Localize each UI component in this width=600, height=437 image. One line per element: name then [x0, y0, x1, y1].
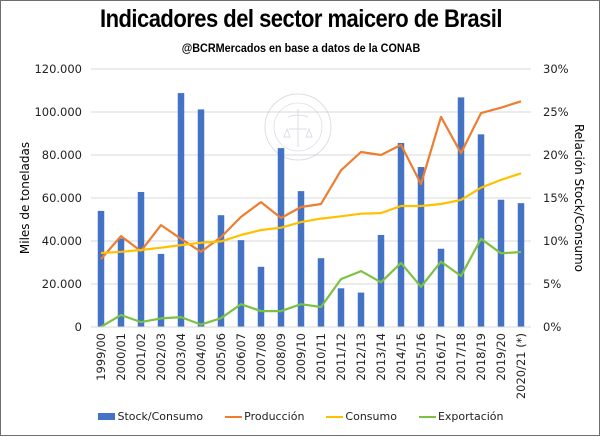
y-axis-left-label: Miles de toneladas — [18, 142, 32, 254]
y-tick-label-right: 30% — [543, 62, 569, 76]
bar-stock-consumo — [178, 93, 185, 327]
legend-label: Exportación — [438, 410, 504, 423]
watermark-seal — [265, 94, 331, 160]
y-axis-left: 0 20.000 40.000 60.000 80.000 100.000 120.000 — [34, 62, 82, 334]
y-axis-right: 0% 5% 10% 15% 20% 25% 30% — [543, 62, 569, 334]
x-tick-label: 2010/11 — [314, 333, 328, 381]
bar-stock-consumo — [278, 148, 285, 327]
legend-item-exportacion[interactable]: Exportación — [419, 410, 504, 423]
x-axis: 1999/00 2000/01 2001/02 2002/03 2003/04 2004/… — [91, 327, 531, 399]
x-tick-label: 2003/04 — [174, 333, 188, 381]
legend-swatch-stock-consumo — [98, 413, 115, 420]
y-tick-label-right: 10% — [543, 234, 569, 248]
bar-series-stock-consumo — [98, 93, 525, 327]
bar-stock-consumo — [138, 192, 145, 327]
bar-stock-consumo — [298, 191, 305, 327]
y-tick-label-left: 100.000 — [34, 105, 82, 119]
y-tick-label-right: 25% — [543, 105, 569, 119]
x-tick-label: 2007/08 — [254, 333, 268, 381]
legend-swatch-consumo — [326, 416, 343, 418]
legend-label: Producción — [244, 410, 304, 423]
bar-stock-consumo — [458, 97, 465, 327]
x-tick-label: 2011/12 — [334, 333, 348, 381]
x-tick-label: 2014/15 — [394, 333, 408, 381]
x-tick-label: 2006/07 — [234, 333, 248, 381]
bar-stock-consumo — [498, 200, 505, 327]
legend-item-consumo[interactable]: Consumo — [326, 410, 397, 423]
bar-stock-consumo — [318, 258, 325, 327]
legend-swatch-exportacion — [419, 416, 436, 418]
x-tick-label: 2012/13 — [354, 333, 368, 381]
bar-stock-consumo — [418, 167, 425, 327]
x-tick-label: 2000/01 — [114, 333, 128, 381]
x-tick-label: 2019/20 — [494, 333, 508, 381]
legend-item-produccion[interactable]: Producción — [225, 410, 304, 423]
x-tick-label: 2005/06 — [214, 333, 228, 381]
bar-stock-consumo — [98, 211, 105, 327]
x-tick-label: 2016/17 — [434, 333, 448, 381]
y-axis-right-label: Relación Stock/Consumo — [572, 124, 586, 272]
bar-stock-consumo — [238, 240, 245, 327]
legend-label: Stock/Consumo — [117, 410, 203, 423]
y-tick-label-right: 20% — [543, 148, 569, 162]
y-tick-label-right: 0% — [543, 320, 561, 334]
legend-item-stock-consumo[interactable]: Stock/Consumo — [98, 410, 203, 423]
bar-stock-consumo — [258, 267, 265, 327]
watermark-caduceus-icon — [284, 109, 312, 147]
x-tick-label: 2009/10 — [294, 333, 308, 381]
x-tick-label: 2001/02 — [134, 333, 148, 381]
legend-swatch-produccion — [225, 416, 242, 418]
x-tick-label: 2018/19 — [474, 333, 488, 381]
x-tick-label: 2020/21 (*) — [514, 333, 528, 399]
x-tick-label: 2002/03 — [154, 333, 168, 381]
y-tick-label-left: 20.000 — [42, 277, 82, 291]
x-tick-label: 2013/14 — [374, 333, 388, 381]
y-tick-label-right: 15% — [543, 191, 569, 205]
x-tick-label: 1999/00 — [94, 333, 108, 381]
bar-stock-consumo — [158, 254, 165, 327]
y-tick-label-left: 60.000 — [42, 191, 82, 205]
bar-stock-consumo — [518, 203, 525, 327]
chart-legend: Stock/Consumo Producción Consumo Exporta… — [1, 410, 600, 423]
bar-stock-consumo — [358, 293, 365, 327]
legend-label: Consumo — [345, 410, 397, 423]
x-tick-label: 2008/09 — [274, 333, 288, 381]
bar-stock-consumo — [198, 109, 205, 327]
x-tick-label: 2017/18 — [454, 333, 468, 381]
y-tick-label-left: 80.000 — [42, 148, 82, 162]
bar-stock-consumo — [338, 288, 345, 327]
bar-stock-consumo — [218, 215, 225, 327]
y-tick-label-left: 40.000 — [42, 234, 82, 248]
x-tick-label: 2004/05 — [194, 333, 208, 381]
bar-stock-consumo — [438, 249, 445, 327]
y-tick-label-left: 120.000 — [34, 62, 82, 76]
y-tick-label-right: 5% — [543, 277, 561, 291]
x-tick-label: 2015/16 — [414, 333, 428, 381]
bar-stock-consumo — [398, 143, 405, 327]
y-tick-label-left: 0 — [75, 320, 82, 334]
bar-stock-consumo — [478, 134, 485, 327]
